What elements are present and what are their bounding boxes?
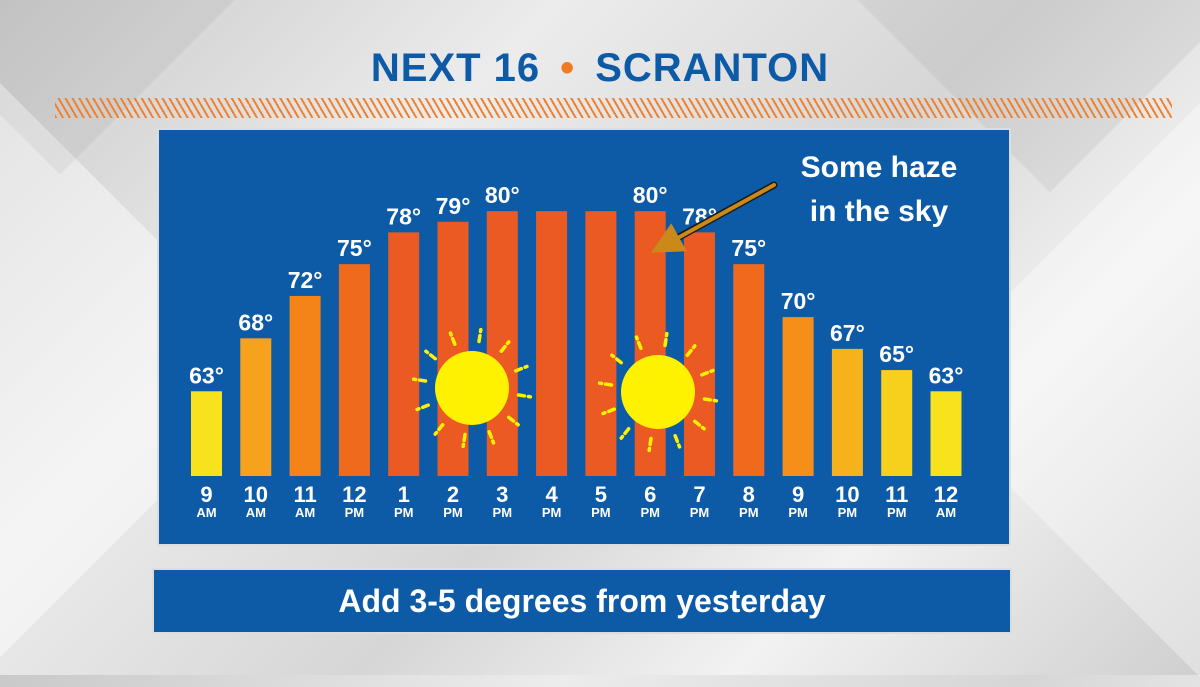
sun-icon — [597, 331, 719, 453]
hour-label: 3 — [496, 482, 508, 507]
bar — [289, 295, 321, 476]
bar-value-label: 72° — [288, 267, 323, 293]
hour-label: 6 — [644, 482, 656, 507]
ampm-label: PM — [493, 505, 513, 520]
hour-label: 7 — [693, 482, 705, 507]
bar — [536, 211, 568, 476]
bar-value-label: 67° — [830, 320, 865, 346]
sun-icon — [411, 327, 533, 449]
ampm-label: PM — [542, 505, 562, 520]
bar-value-label: 63° — [189, 362, 224, 388]
bar — [733, 264, 765, 476]
ampm-label: PM — [394, 505, 414, 520]
hour-label: 10 — [244, 482, 268, 507]
bar-value-label: 70° — [781, 288, 816, 314]
bar — [240, 338, 272, 476]
hour-label: 12 — [342, 482, 366, 507]
bar-value-label: 75° — [731, 235, 766, 261]
bar — [388, 232, 420, 476]
hour-label: 11 — [293, 482, 316, 507]
bar-value-label: 80° — [485, 182, 520, 208]
ampm-label: PM — [640, 505, 660, 520]
bar-value-label: 78° — [386, 203, 421, 229]
chart-panel: 63° 9 AM 68° 10 AM 72° 11 AM 75° 12 PM 78° 1 PM 79° 2 PM 8… — [157, 128, 1011, 546]
ampm-label: PM — [887, 505, 907, 520]
ampm-label: AM — [295, 505, 315, 520]
annotation-arrow-fill — [650, 183, 776, 253]
bar-value-label: 79° — [436, 193, 471, 219]
ampm-label: AM — [196, 505, 216, 520]
annotation-line2: in the sky — [810, 195, 949, 228]
title-separator: • — [560, 46, 576, 90]
ampm-label: PM — [690, 505, 710, 520]
hour-label: 9 — [200, 482, 212, 507]
bar — [338, 264, 370, 476]
hour-label: 4 — [545, 482, 558, 507]
hour-label: 12 — [934, 482, 958, 507]
ampm-label: AM — [246, 505, 266, 520]
footer-text: Add 3-5 degrees from yesterday — [338, 582, 826, 619]
hour-label: 8 — [743, 482, 755, 507]
ampm-label: AM — [936, 505, 956, 520]
hour-label: 5 — [595, 482, 607, 507]
bar-value-label: 65° — [879, 341, 914, 367]
hour-label: 9 — [792, 482, 804, 507]
bar — [930, 391, 962, 476]
bar-value-label: 63° — [929, 362, 964, 388]
title-right: SCRANTON — [595, 46, 830, 90]
hour-label: 2 — [447, 482, 459, 507]
ampm-label: PM — [591, 505, 611, 520]
bar — [486, 211, 518, 476]
bar — [191, 391, 222, 476]
ampm-label: PM — [788, 505, 808, 520]
page-title: NEXT 16 • SCRANTON — [0, 46, 1200, 91]
title-left: NEXT 16 — [370, 46, 541, 90]
bar — [437, 221, 469, 476]
ampm-label: PM — [838, 505, 858, 520]
bar — [585, 211, 617, 476]
bar-value-label: 75° — [337, 235, 372, 261]
ampm-label: PM — [739, 505, 759, 520]
bar — [881, 370, 913, 476]
annotation-line1: Some haze — [801, 151, 958, 184]
footer-banner: Add 3-5 degrees from yesterday — [152, 568, 1012, 634]
hour-label: 10 — [835, 482, 859, 507]
ampm-label: PM — [345, 505, 365, 520]
ampm-label: PM — [443, 505, 463, 520]
bar — [831, 348, 863, 476]
bar-value-label: 68° — [238, 309, 273, 335]
temperature-chart: 63°9AM68°10AM72°11AM75°12PM78°1PM79°2PM8… — [189, 151, 964, 520]
hour-label: 11 — [885, 482, 908, 507]
bar — [782, 317, 814, 476]
bar-value-label: 80° — [633, 182, 668, 208]
hatch-divider — [55, 98, 1172, 118]
hour-label: 1 — [398, 482, 410, 507]
